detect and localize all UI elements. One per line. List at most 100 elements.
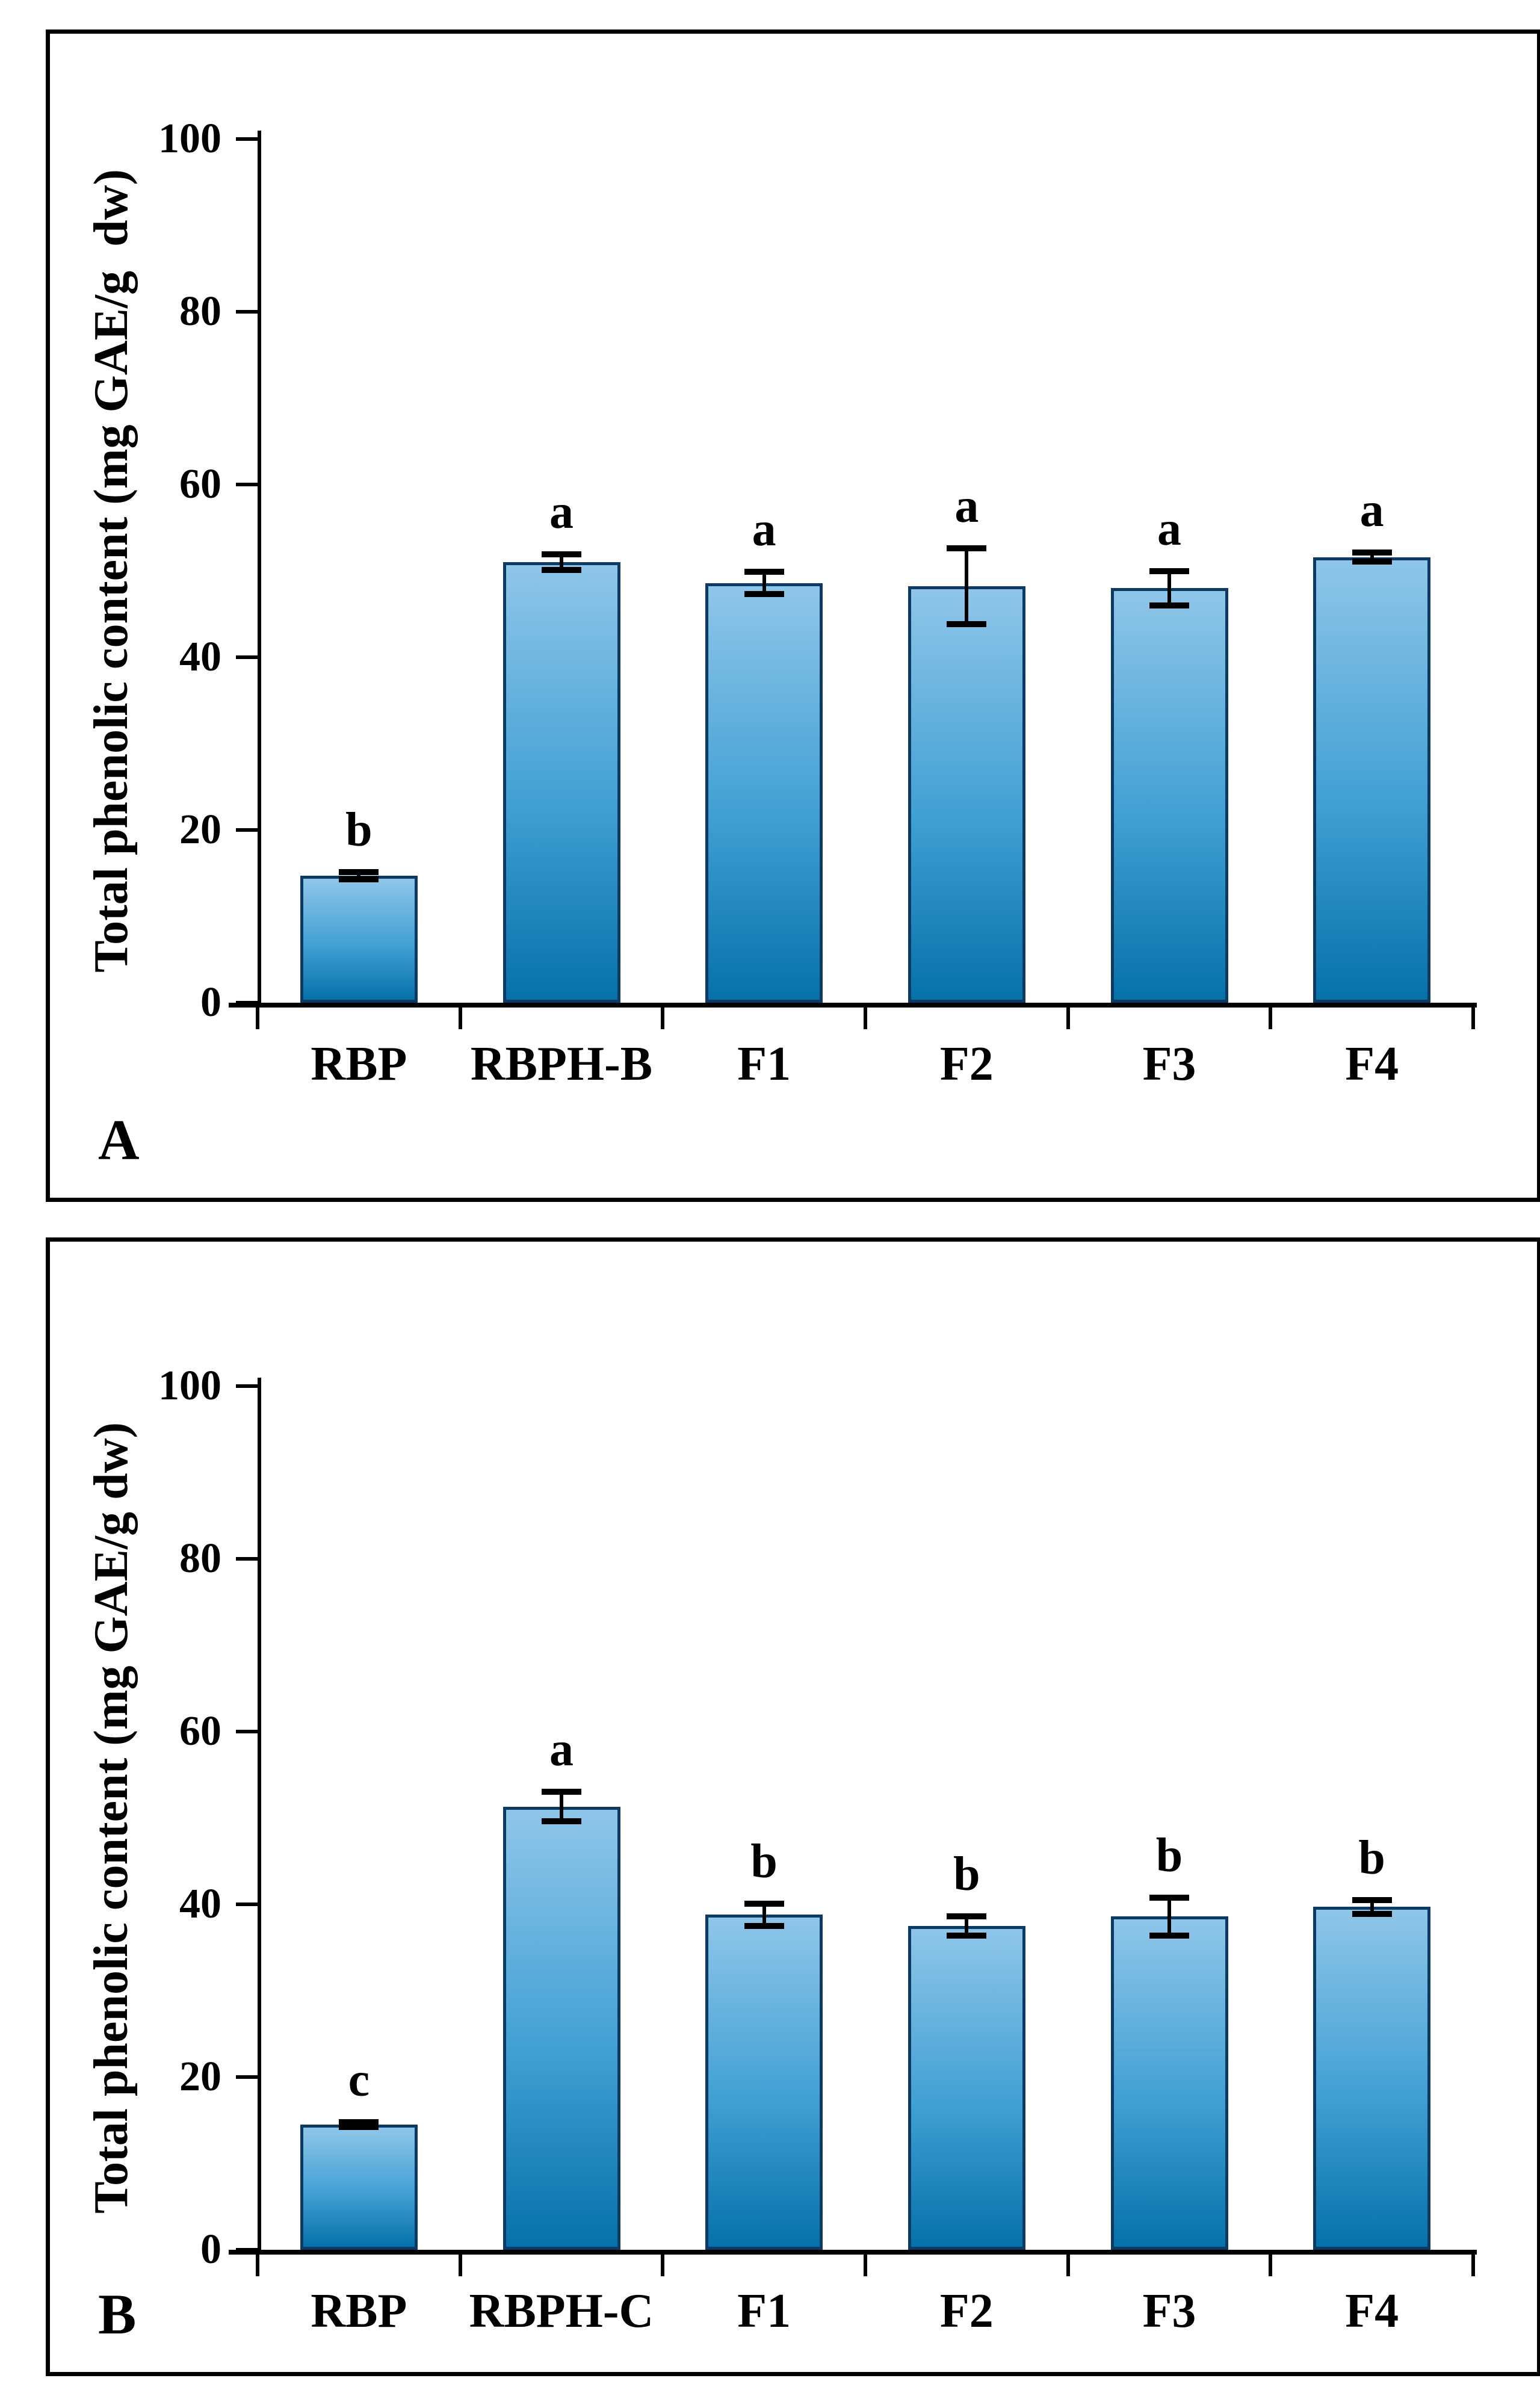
error-bar [560,554,563,571]
significance-letter: b [1358,1831,1385,1884]
error-bar-cap-bottom [1352,558,1392,565]
significance-letter: b [1155,1828,1183,1882]
y-axis-tick [236,137,258,141]
x-axis-tick [864,2255,867,2276]
significance-letter: a [954,480,979,533]
bar-rbp [300,2124,418,2250]
x-axis-tick [1269,1008,1273,1029]
y-axis-tick-label: 0 [200,2226,221,2273]
bar-f2 [908,1925,1025,2250]
error-bar-cap-top [1352,1896,1392,1903]
error-bar-cap-bottom [339,876,379,882]
x-axis-tick [864,1008,867,1029]
bar-f1 [705,1915,823,2250]
error-bar-cap-top [542,551,581,558]
chart-panel-b: Total phenolic content (mg GAE/g dw) 0 20… [46,1237,1540,2376]
y-axis-title: Total phenolic content (mg GAE/g dw) [81,1386,141,2250]
x-axis-tick [661,2255,665,2276]
significance-letter: a [752,503,776,556]
x-axis-category-label: F3 [1142,1038,1196,1091]
x-axis-tick [661,1008,665,1029]
bar-f4 [1313,557,1431,1003]
x-axis-category-label: F2 [939,1038,994,1091]
panel-letter: B [98,2282,137,2346]
y-axis-tick-label: 60 [179,1708,221,1754]
y-axis-tick [236,1557,258,1561]
y-axis-tick-label: 100 [158,116,221,162]
bar-rbp [300,876,418,1003]
y-axis-tick-label: 80 [179,1535,221,1582]
plot-area: 0 20 40 60 80 100 c RBP a RBPH-C b F1 b F2 b F3 b F4 [158,1365,1477,2335]
chart-panel-a: Total phenolic content (mg GAE/g dw) 0 20… [46,29,1540,1202]
x-axis-tick [1471,1008,1475,1029]
y-axis-tick-label: 20 [179,2054,221,2100]
bar-f4 [1313,1907,1431,2250]
y-axis-tick-label: 40 [179,1881,221,1927]
error-bar-cap-bottom [1149,1932,1189,1939]
error-bar-cap-bottom [744,1922,784,1929]
error-bar-cap-top [542,1789,581,1795]
error-bar-cap-top [947,545,987,552]
error-bar [1370,553,1374,562]
significance-letter: b [345,803,373,857]
y-axis-tick [236,2075,258,2079]
y-axis-line [258,131,261,1003]
error-bar [1167,1897,1171,1936]
x-axis-category-label: RBP [311,1038,407,1091]
y-axis-tick-label: 0 [200,979,221,1026]
x-axis-category-label: F2 [939,2285,994,2338]
x-axis-category-label: F3 [1142,2285,1196,2338]
x-axis-tick [1066,1008,1070,1029]
error-bar-cap-top [339,869,379,876]
y-axis-tick-label: 40 [179,634,221,680]
error-bar-cap-bottom [947,1932,987,1939]
bar-f3 [1110,1916,1228,2250]
y-axis-tick-label: 60 [179,461,221,507]
x-axis-category-label: RBP [311,2285,407,2338]
error-bar-cap-top [339,2119,379,2125]
y-axis-tick [236,483,258,486]
bar-f1 [705,583,823,1003]
x-axis-category-label: RBPH-C [469,2285,654,2338]
y-axis-tick [236,655,258,659]
x-axis-line [229,1003,1477,1008]
significance-letter: c [348,2053,370,2107]
x-axis-category-label: F1 [737,1038,791,1091]
error-bar [762,571,766,595]
significance-letter: a [549,1723,574,1777]
bar-rbph-c [503,1806,620,2250]
x-axis-category-label: F4 [1345,1038,1399,1091]
y-axis-line [258,1378,261,2250]
y-axis-tick [236,1730,258,1733]
error-bar-cap-top [744,568,784,575]
x-axis-tick [1471,2255,1475,2276]
y-axis-tick-label: 20 [179,807,221,853]
error-bar-cap-bottom [339,2124,379,2131]
y-axis-tick-label: 80 [179,288,221,335]
significance-letter: a [1157,502,1181,556]
x-axis-category-label: F1 [737,2285,791,2338]
y-axis-tick-label: 100 [158,1363,221,1409]
error-bar-cap-top [1149,568,1189,574]
x-axis-tick [256,1008,259,1029]
error-bar-cap-top [1149,1894,1189,1901]
error-bar [1167,571,1171,605]
x-axis-tick [1269,2255,1273,2276]
y-axis-tick [236,1384,258,1388]
error-bar-cap-bottom [1352,1910,1392,1917]
x-axis-tick [458,2255,462,2276]
error-bar-cap-top [947,1913,987,1920]
bar-f2 [908,586,1025,1003]
plot-area: 0 20 40 60 80 100 b RBP a RBPH-B a F1 a F2 a F3 a F4 [158,118,1477,1088]
x-axis-line [229,2250,1477,2255]
error-bar-cap-bottom [542,567,581,574]
error-bar [965,1916,969,1936]
error-bar-cap-bottom [542,1818,581,1825]
significance-letter: b [750,1834,778,1888]
x-axis-category-label: F4 [1345,2285,1399,2338]
x-axis-tick [256,2255,259,2276]
significance-letter: b [953,1848,980,1901]
error-bar-cap-bottom [947,621,987,628]
error-bar [1370,1899,1374,1914]
bar-rbph-b [503,562,620,1003]
